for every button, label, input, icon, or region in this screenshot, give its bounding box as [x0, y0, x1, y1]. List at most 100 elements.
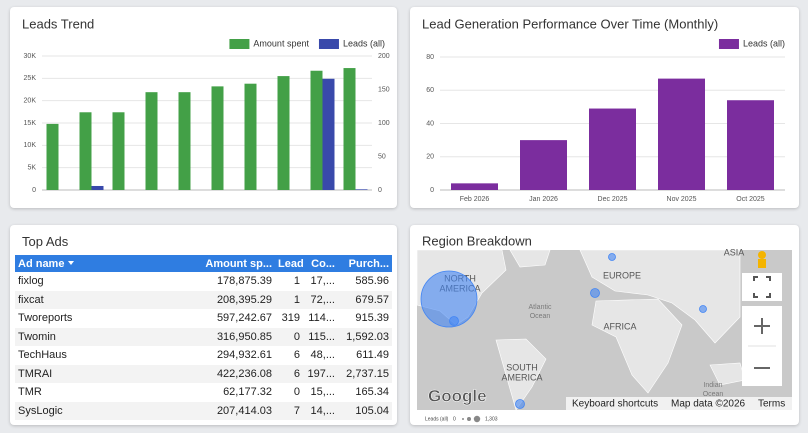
bar	[343, 68, 356, 190]
legend-label: Leads (all)	[743, 38, 785, 48]
table-row: TMR 62,177.32 0 15,... 165.34	[15, 383, 392, 402]
map-label: EUROPE	[603, 270, 641, 280]
pegman[interactable]	[758, 251, 766, 259]
bar	[727, 100, 774, 190]
y-tick-label: 30K	[24, 53, 37, 60]
map: Region Breakdown NORTH AMERICA EUROPE AS…	[416, 233, 792, 422]
lead-performance-card: Lead Generation Performance Over Time (M…	[410, 7, 799, 208]
y2-tick-label: 200	[378, 53, 390, 60]
y-tick-label: 25K	[24, 75, 37, 82]
bar	[112, 112, 125, 190]
region-card: Region Breakdown NORTH AMERICA EUROPE AS…	[410, 225, 799, 425]
chart: Lead Generation Performance Over Time (M…	[422, 16, 785, 203]
map-footer-link[interactable]: Map data ©2026	[671, 399, 746, 410]
bar	[178, 92, 191, 190]
bar	[520, 140, 567, 190]
table-cell: 585.96	[355, 275, 389, 288]
table-cell: Twomin	[15, 327, 160, 346]
table-row: SysLogic 207,414.03 7 14,... 105.04	[15, 401, 392, 420]
table-row: fixlog 178,875.39 1 17,... 585.96	[15, 272, 392, 291]
table-row: TMRAI 422,236.08 6 197... 2,737.15	[15, 364, 392, 383]
table-row: fixcat 208,395.29 1 72,... 679.57	[15, 290, 392, 309]
y2-tick-label: 0	[378, 187, 382, 194]
card-title: Region Breakdown	[422, 233, 532, 248]
table-cell: 165.34	[355, 386, 389, 399]
sort-icon	[68, 260, 75, 268]
table-cell: 115...	[303, 327, 338, 346]
table-cell: 316,950.85	[160, 327, 275, 346]
map-label: ASIA	[724, 247, 745, 257]
y-tick-label: 0	[32, 187, 36, 194]
bar	[355, 189, 368, 190]
x-tick-label: Feb 2026	[460, 196, 490, 203]
bar	[322, 78, 335, 190]
table-cell: 114...	[308, 312, 335, 325]
x-tick-label: Oct 2025	[736, 196, 765, 203]
table-cell: 7	[275, 401, 303, 420]
map-label: AFRICA	[603, 321, 636, 331]
table-cell: 422,236.08	[160, 364, 275, 383]
y-tick-label: 60	[426, 87, 434, 94]
table-cell: 0	[293, 386, 300, 399]
legend-min: 0	[453, 416, 456, 422]
table-cell: 197...	[303, 364, 338, 383]
bar	[244, 83, 257, 190]
table-cell: 1	[293, 275, 300, 288]
x-tick-label: Jan 2026	[529, 196, 558, 203]
bar	[277, 76, 290, 190]
legend-max: 1,303	[485, 416, 498, 422]
bar	[589, 108, 636, 190]
legend-swatch	[318, 39, 339, 49]
table-cell: 48,...	[310, 349, 335, 362]
map-footer-link[interactable]: Terms	[758, 399, 785, 410]
table-cell: 679.57	[338, 290, 392, 309]
y2-tick-label: 50	[378, 153, 386, 160]
y-tick-label: 40	[426, 120, 434, 127]
map-label: Indian	[703, 382, 722, 389]
column-header[interactable]: Purch...	[338, 255, 392, 272]
table-cell: 294,932.61	[216, 349, 272, 362]
table-cell: 178,875.39	[216, 275, 272, 288]
column-header[interactable]: Amount sp...	[160, 255, 275, 272]
y-tick-label: 5K	[27, 165, 36, 172]
map-label: Atlantic	[529, 304, 552, 311]
table-cell: 6	[275, 364, 303, 383]
table-cell: 15,...	[310, 386, 335, 399]
map-controls[interactable]	[742, 251, 782, 386]
table-cell: fixlog	[18, 275, 44, 288]
column-header[interactable]: Ad name	[15, 255, 160, 272]
map-footer-link[interactable]: Keyboard shortcuts	[572, 399, 658, 410]
region-bubbles	[420, 253, 707, 409]
table-cell: 207,414.03	[160, 401, 275, 420]
fullscreen-button[interactable]	[742, 273, 782, 301]
table-cell: 611.49	[356, 349, 389, 362]
x-tick-label: Nov 2025	[667, 196, 697, 203]
table-cell: TechHaus	[18, 349, 67, 362]
map-label: AMERICA	[501, 372, 542, 382]
bar	[211, 86, 224, 190]
bar	[91, 185, 104, 190]
table-cell: 14,...	[303, 401, 338, 420]
chart: Leads Trend 0 5K 10K 15K 20K 25K 30K 0 50 100 150 2…	[22, 16, 390, 194]
table-cell: Tworeports	[18, 312, 73, 325]
column-header[interactable]: Co...	[303, 255, 338, 272]
legend-label: Leads (all)	[343, 38, 385, 48]
map-label: Ocean	[530, 313, 551, 320]
legend-swatch	[718, 39, 739, 49]
chart-title: Lead Generation Performance Over Time (M…	[422, 16, 718, 31]
table-cell: 62,177.32	[223, 386, 272, 399]
y2-tick-label: 100	[378, 120, 390, 127]
map-label: Ocean	[703, 391, 724, 398]
table-row: Twomin 316,950.85 0 115... 1,592.03	[15, 327, 392, 346]
column-header[interactable]: Leads...	[275, 255, 303, 272]
table-cell: 17,...	[310, 275, 335, 288]
table-cell: TMRAI	[15, 364, 160, 383]
table-cell: 597,242.67	[216, 312, 272, 325]
table-cell: 1,592.03	[338, 327, 392, 346]
table-cell: fixcat	[15, 290, 160, 309]
table-cell: 72,...	[303, 290, 338, 309]
table-cell: TMR	[18, 386, 42, 399]
bar	[145, 92, 158, 190]
